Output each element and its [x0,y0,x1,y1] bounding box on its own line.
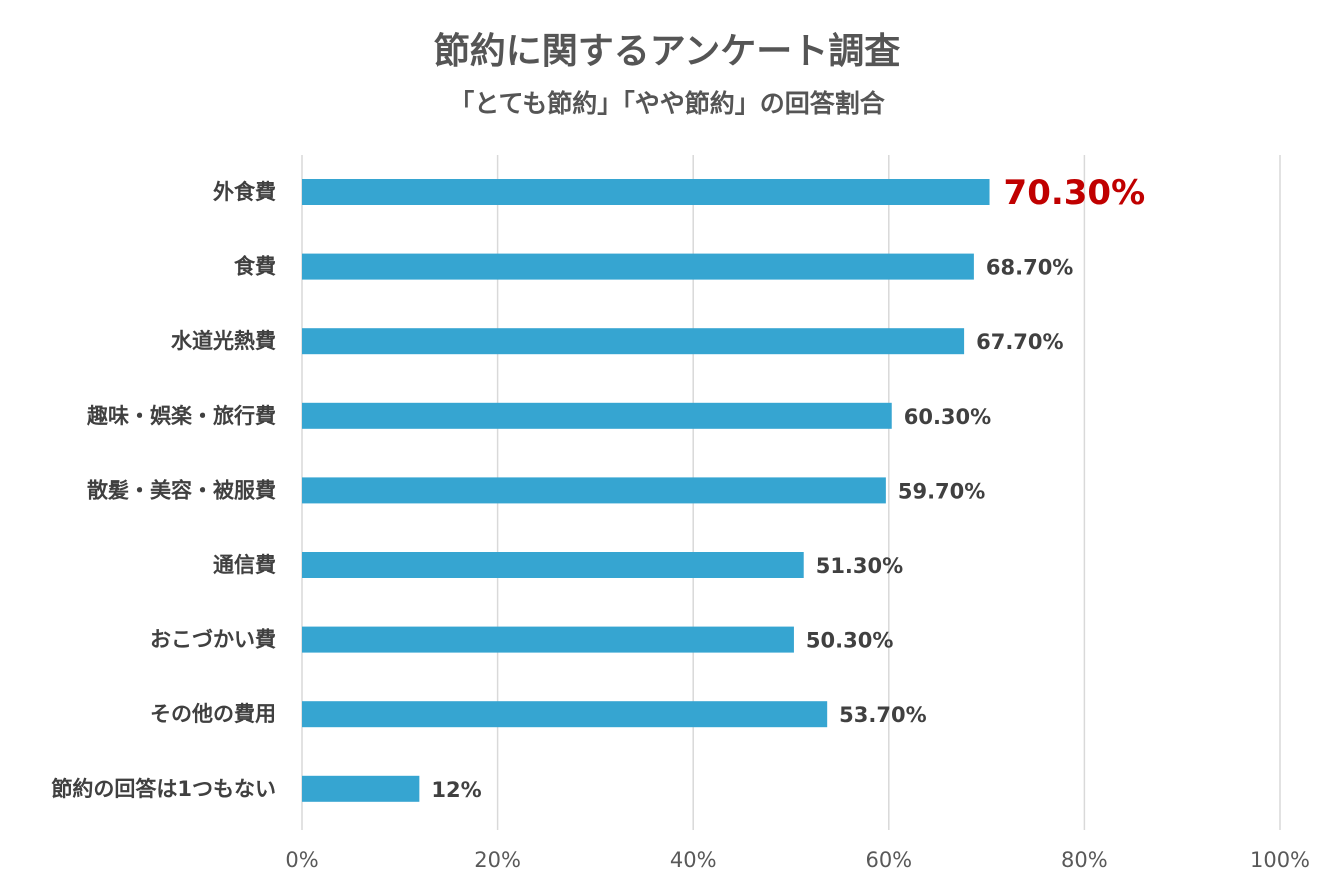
value-label: 60.30% [904,405,991,429]
x-tick-label: 60% [865,848,912,872]
category-label: 節約の回答は1つもない [51,777,276,801]
category-label: 通信費 [213,553,276,577]
value-label: 51.30% [816,554,903,578]
chart-title: 節約に関するアンケート調査 [433,31,901,72]
bar [302,402,892,429]
bar [302,328,965,355]
bar [302,626,794,653]
x-tick-label: 100% [1250,848,1310,872]
category-label: その他の費用 [150,702,276,726]
bar [302,253,974,280]
bar [302,179,990,205]
value-label: 70.30% [1004,173,1146,213]
category-label: 散髪・美容・被服費 [87,478,276,502]
category-label: 外食費 [213,180,276,204]
x-tick-label: 20% [474,848,521,872]
category-label: 趣味・娯楽・旅行費 [86,404,276,428]
value-label: 53.70% [839,703,926,727]
category-label: 水道光熱費 [171,329,276,353]
bar [302,477,886,504]
value-label: 68.70% [986,256,1073,280]
category-label: 食費 [234,255,276,279]
bar [302,775,420,802]
value-label: 59.70% [898,479,985,503]
value-label: 67.70% [976,330,1063,354]
x-tick-label: 40% [670,848,717,872]
category-label: おこづかい費 [150,628,276,652]
bar [302,552,804,578]
chart-subtitle: 「とても節約」「やや節約」の回答割合 [449,89,885,118]
bar [302,701,828,728]
x-tick-label: 80% [1061,848,1108,872]
value-label: 12% [431,778,481,802]
value-label: 50.30% [806,629,893,653]
x-tick-label: 0% [285,848,318,872]
